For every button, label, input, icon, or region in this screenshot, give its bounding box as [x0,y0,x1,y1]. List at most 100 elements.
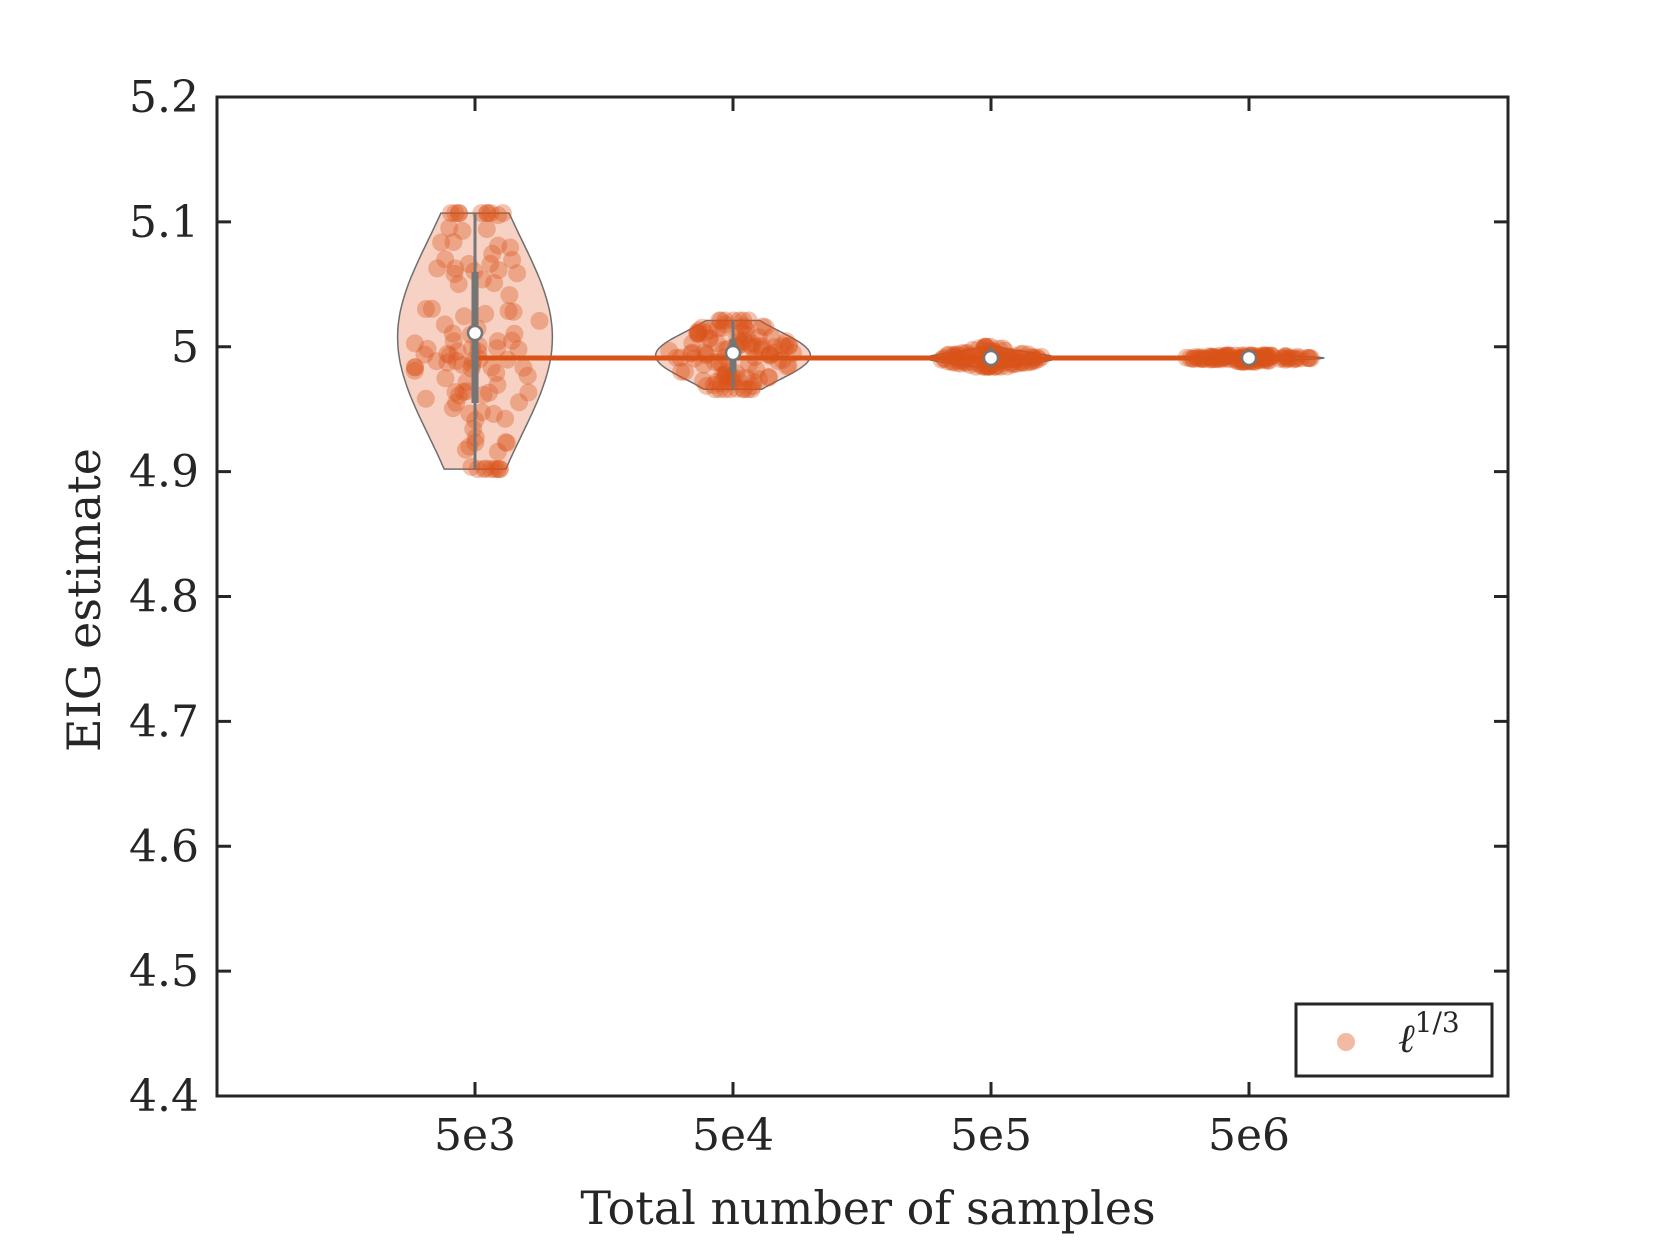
data-point [995,341,1014,360]
data-point [438,353,457,372]
data-point [1258,347,1277,366]
data-point [707,372,726,391]
data-point [710,380,729,399]
data-point [780,336,798,355]
data-point [457,373,476,391]
data-point [519,383,538,402]
data-point [488,442,507,461]
data-point [518,366,537,385]
data-point [485,274,504,293]
data-point [487,364,506,382]
data-point [1287,349,1306,368]
data-point [689,323,708,342]
data-point [1256,349,1274,368]
data-point [1262,346,1281,365]
data-point [1277,347,1296,366]
data-point [422,299,441,318]
data-point [482,358,501,377]
data-point [743,337,761,356]
data-point [406,358,425,377]
data-point [963,341,982,359]
data-point [514,358,533,377]
data-point [418,339,437,358]
data-point [762,328,781,347]
data-point [708,319,727,338]
data-point [1284,350,1303,369]
data-point [708,334,727,353]
data-point [504,302,523,321]
data-point [998,357,1016,376]
data-point [497,433,516,452]
data-point [488,460,507,479]
y-axis-title: EIG estimate [57,448,111,752]
legend: ℓ1/3 [1294,1002,1494,1078]
data-point [714,318,733,337]
data-point [967,357,986,376]
data-point [446,383,465,402]
data-point [477,220,496,239]
data-point [716,315,734,334]
data-point [776,338,794,356]
data-point [509,340,528,359]
data-point [747,337,766,356]
data-point [501,238,520,257]
median-marker [466,324,484,342]
data-point [737,325,756,344]
data-point [456,440,475,459]
data-point [938,352,957,371]
data-point [485,460,504,479]
data-point [752,340,771,359]
y-tick-label: 4.7 [129,696,199,747]
data-point [734,380,753,399]
data-point [444,233,463,251]
data-point [694,371,713,390]
data-point [450,204,468,223]
data-point [454,382,473,401]
data-point [488,375,507,394]
data-point [773,336,792,355]
data-point [706,380,724,399]
data-point [481,254,500,273]
data-point [660,341,679,360]
data-point [489,236,508,255]
data-point [445,265,464,283]
data-point [689,324,708,343]
data-point [488,339,507,358]
data-point [1256,346,1275,365]
data-point [689,321,708,340]
data-point [489,261,508,280]
x-axis-title: Total number of samples [580,1181,1155,1235]
data-point [732,322,751,341]
y-tick-label: 4.8 [129,572,199,623]
data-point [475,460,494,479]
median-marker [724,344,742,362]
data-point [710,311,729,330]
data-point [1254,346,1273,365]
legend-superscript: 1/3 [1415,1006,1460,1039]
data-point [1258,351,1277,370]
data-point [744,372,763,391]
data-point [1286,349,1305,368]
data-point [970,339,988,358]
data-point [455,307,474,326]
data-point [472,403,491,422]
data-point [683,334,702,353]
data-point [444,332,463,351]
data-point [453,221,472,240]
legend-marker [1337,1033,1355,1051]
data-point [510,393,528,412]
data-point [416,389,435,408]
data-point [675,362,694,381]
data-point [734,380,753,399]
data-point [716,380,734,399]
data-point [760,345,779,364]
data-point [500,286,519,305]
data-point [716,311,735,330]
data-point [752,337,771,356]
x-tick-label: 5e6 [1208,1110,1290,1161]
data-point [1258,349,1277,368]
data-point [480,383,499,402]
data-point [740,335,759,354]
data-point [496,433,515,452]
